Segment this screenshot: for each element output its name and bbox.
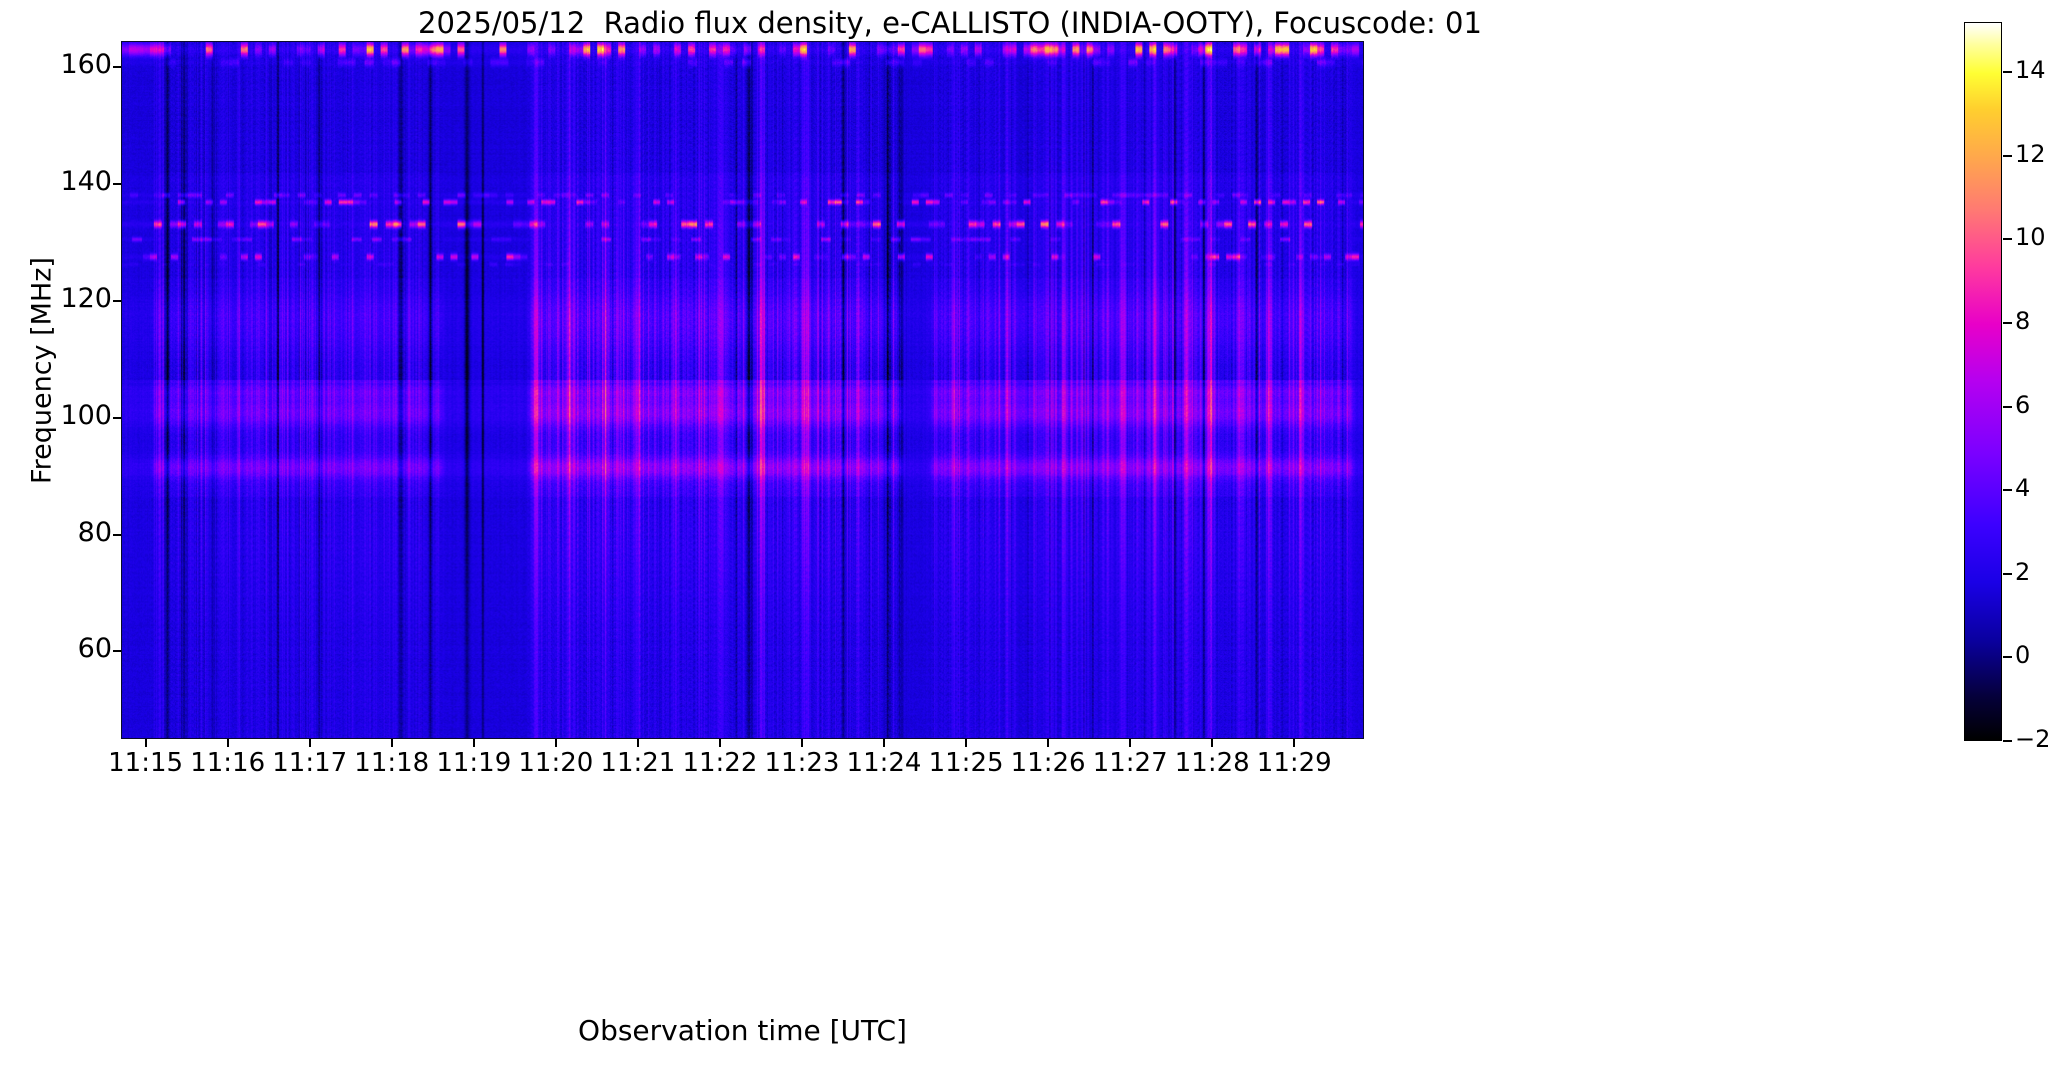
page-title: 2025/05/12 Radio flux density, e-CALLIST… <box>418 6 1482 40</box>
y-tick-label: 80 <box>77 516 112 548</box>
spectrogram-image <box>122 42 1363 738</box>
x-tick-label: 11:23 <box>764 748 840 778</box>
spectrogram-plot-area <box>121 41 1364 739</box>
colorbar-tick-mark <box>2003 572 2012 575</box>
colorbar-tick-mark <box>2003 154 2012 157</box>
colorbar-tick-mark <box>2003 321 2012 324</box>
colorbar-tick-mark <box>2003 71 2012 74</box>
x-tick-label: 11:20 <box>518 748 594 778</box>
colorbar-tick-label: 10 <box>2015 223 2046 252</box>
x-tick-mark <box>1293 739 1296 747</box>
colorbar-tick-label: 12 <box>2015 139 2046 168</box>
x-tick-mark <box>883 739 886 747</box>
y-tick-mark <box>113 533 121 536</box>
y-tick-label: 60 <box>77 633 112 665</box>
colorbar-tick-label: 0 <box>2015 641 2031 670</box>
y-axis-label: Frequency [MHz] <box>26 257 58 484</box>
colorbar-tick-mark <box>2003 740 2012 742</box>
y-tick-mark <box>113 66 121 69</box>
x-tick-label: 11:21 <box>600 748 676 778</box>
x-tick-mark <box>718 739 721 747</box>
colorbar-tick-mark <box>2003 656 2012 659</box>
y-tick-mark <box>113 650 121 653</box>
x-tick-mark <box>308 739 311 747</box>
x-tick-label: 11:22 <box>682 748 758 778</box>
x-tick-label: 11:25 <box>928 748 1004 778</box>
x-tick-mark <box>226 739 229 747</box>
colorbar-tick-label: −2 <box>2015 725 2051 753</box>
x-tick-mark <box>390 739 393 747</box>
x-tick-mark <box>1211 739 1214 747</box>
colorbar-tick-mark <box>2003 405 2012 408</box>
y-tick-label: 140 <box>60 166 112 198</box>
y-tick-label: 160 <box>60 49 112 81</box>
x-tick-label: 11:24 <box>846 748 922 778</box>
x-tick-label: 11:17 <box>272 748 348 778</box>
x-tick-mark <box>472 739 475 747</box>
x-axis-label: Observation time [UTC] <box>578 1014 907 1047</box>
x-tick-label: 11:18 <box>354 748 430 778</box>
x-tick-mark <box>144 739 147 747</box>
x-tick-mark <box>554 739 557 747</box>
y-tick-label: 100 <box>60 399 112 431</box>
colorbar-tick-label: 4 <box>2015 474 2031 503</box>
colorbar-tick-mark <box>2003 489 2012 492</box>
y-tick-mark <box>113 299 121 302</box>
x-tick-label: 11:15 <box>108 748 184 778</box>
colorbar-tick-label: 2 <box>2015 557 2031 586</box>
y-tick-mark <box>113 416 121 419</box>
x-tick-mark <box>965 739 968 747</box>
x-tick-label: 11:27 <box>1092 748 1168 778</box>
y-tick-mark <box>113 183 121 186</box>
x-tick-label: 11:16 <box>190 748 266 778</box>
colorbar-tick-label: 6 <box>2015 390 2031 419</box>
x-tick-label: 11:28 <box>1174 748 1250 778</box>
x-tick-label: 11:19 <box>436 748 512 778</box>
colorbar-tick-label: 8 <box>2015 306 2031 335</box>
x-tick-label: 11:29 <box>1256 748 1332 778</box>
x-tick-mark <box>800 739 803 747</box>
colorbar <box>1964 22 2002 741</box>
colorbar-tick-mark <box>2003 238 2012 241</box>
x-tick-mark <box>1047 739 1050 747</box>
colorbar-tick-label: 14 <box>2015 56 2046 85</box>
x-tick-mark <box>636 739 639 747</box>
y-tick-label: 120 <box>60 282 112 314</box>
x-tick-mark <box>1129 739 1132 747</box>
x-tick-label: 11:26 <box>1010 748 1086 778</box>
